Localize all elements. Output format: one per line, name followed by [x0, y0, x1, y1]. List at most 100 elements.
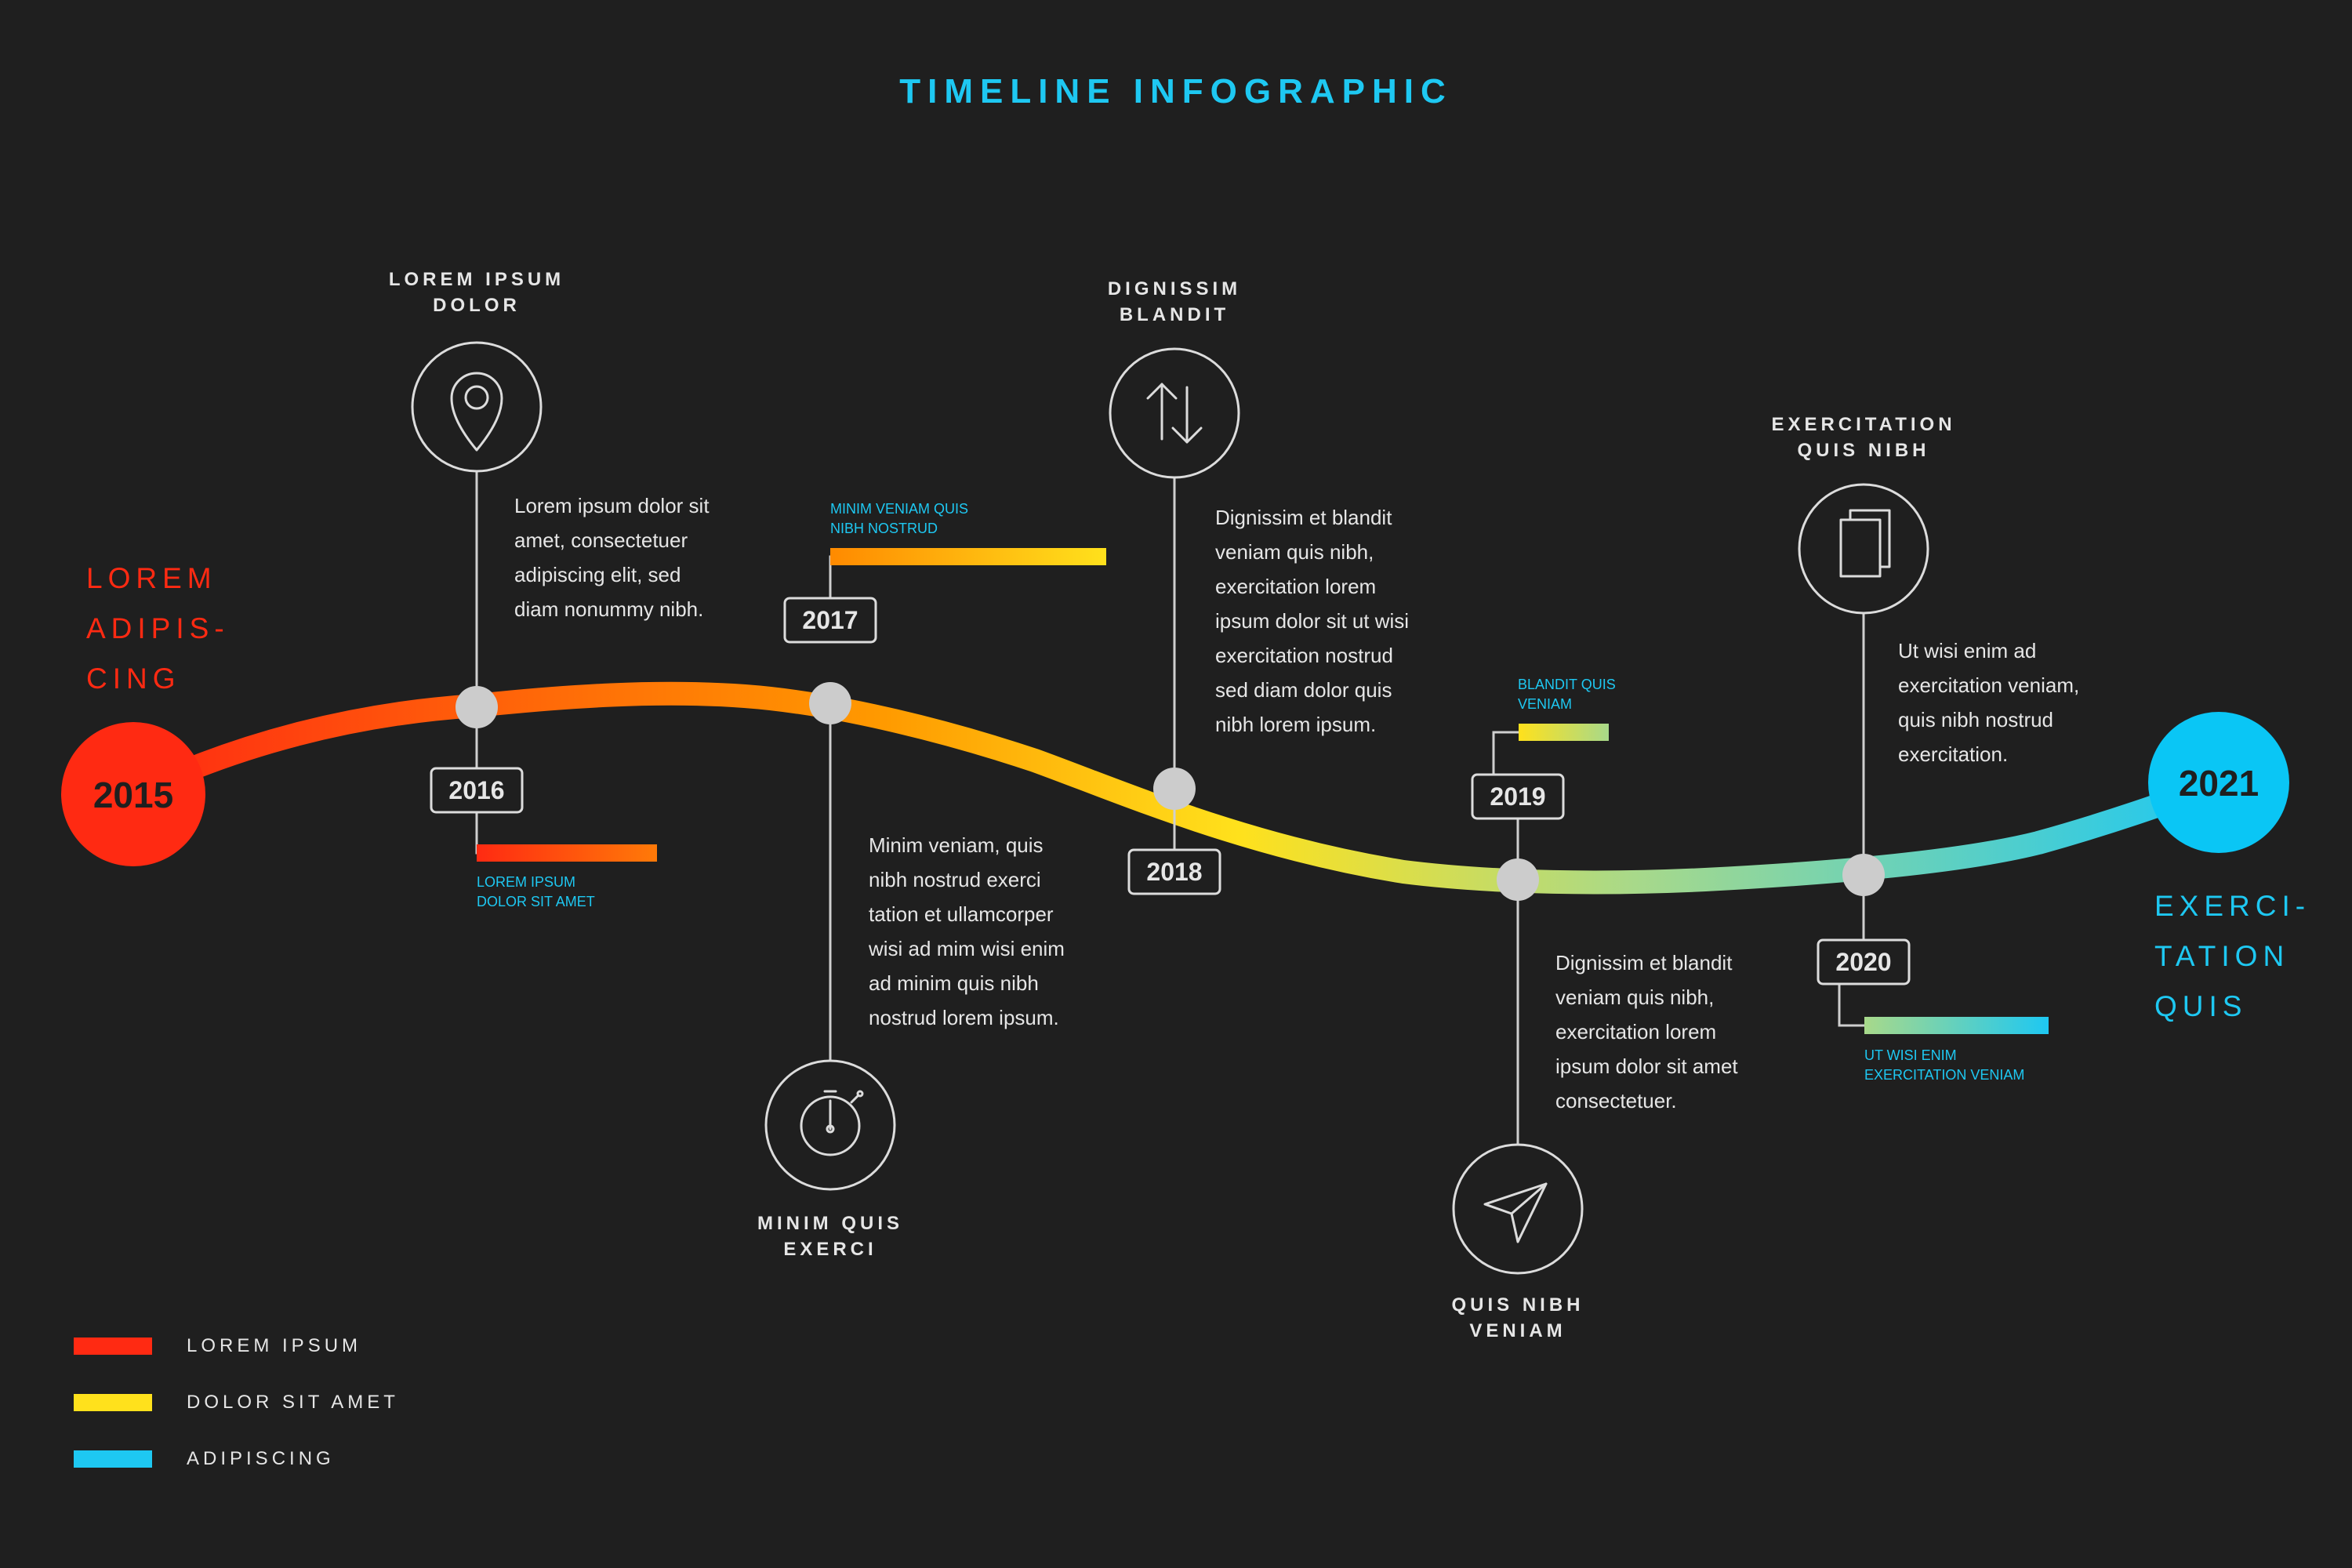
paragraph-line: wisi ad mim wisi enim [869, 937, 1065, 960]
left-side-line: LOREM [86, 562, 217, 594]
label-line: VENIAM [1469, 1320, 1566, 1341]
paragraph-line: diam nonummy nibh. [514, 597, 704, 621]
year-box-2020 [1817, 938, 1911, 985]
caption-line: UT WISI ENIM [1864, 1047, 1957, 1063]
label-line: EXERCITATION [1771, 414, 1956, 435]
node-2020 [1842, 854, 1885, 896]
left-side-line: CING [86, 662, 181, 695]
connector-2020-bar [1838, 983, 1864, 1027]
paragraph-line: exercitation. [1898, 742, 2009, 766]
year-2017: 2017 [802, 606, 858, 634]
node-2019 [1497, 858, 1539, 901]
paragraph-line: exercitation nostrud [1215, 644, 1393, 667]
label-line: LOREM IPSUM [388, 269, 565, 290]
label-line: MINIM QUIS [757, 1213, 903, 1234]
paragraph-line: exercitation lorem [1215, 575, 1377, 598]
icon-circle-2020 [1798, 483, 1929, 615]
node-2018 [1153, 768, 1196, 810]
milestone-label-2017: MINIM QUIS EXERCI [666, 1210, 995, 1262]
paragraph-line: Dignissim et blandit [1215, 506, 1392, 529]
end-circle [2148, 712, 2289, 853]
paragraph-line: consectetuer. [1555, 1089, 1677, 1112]
right-side-line: EXERCI- [2154, 890, 2311, 922]
label-line: BLANDIT [1119, 304, 1230, 325]
node-2017 [809, 682, 851, 724]
paragraph-line: quis nibh nostrud [1898, 708, 2054, 731]
caption-line: VENIAM [1518, 696, 1573, 712]
milestone-paragraph-2016: Lorem ipsum dolor sit amet, consectetuer… [514, 488, 773, 626]
caption-line: MINIM VENIAM QUIS [830, 501, 969, 517]
bar-caption-2016: LOREM IPSUM DOLOR SIT AMET [477, 873, 728, 912]
bar-caption-2020: UT WISI ENIM EXERCITATION VENIAM [1864, 1046, 2115, 1085]
icon-circle-2018 [1109, 347, 1240, 479]
page-title: TIMELINE INFOGRAPHIC [899, 72, 1453, 111]
milestone-label-2018: DIGNISSIM BLANDIT [1010, 276, 1339, 328]
label-line: EXERCI [783, 1239, 877, 1260]
caption-line: LOREM IPSUM [477, 874, 576, 890]
milestone-paragraph-2020: Ut wisi enim ad exercitation veniam, qui… [1898, 633, 2157, 771]
right-side-line: QUIS [2154, 990, 2248, 1022]
connector-2019-bar [1492, 731, 1519, 775]
paragraph-line: ad minim quis nibh [869, 971, 1039, 995]
bar-2019 [1519, 724, 1609, 741]
paragraph-line: tation et ullamcorper [869, 902, 1054, 926]
paragraph-line: Dignissim et blandit [1555, 951, 1733, 975]
node-2016 [456, 686, 498, 728]
paper-plane-icon [1483, 1182, 1548, 1243]
label-line: QUIS NIBH [1797, 440, 1930, 461]
icon-circle-2016 [411, 341, 543, 473]
bar-2017 [830, 548, 1106, 565]
caption-line: DOLOR SIT AMET [477, 894, 595, 909]
caption-line: NIBH NOSTRUD [830, 521, 938, 536]
documents-icon [1839, 509, 1891, 578]
label-line: DOLOR [433, 295, 521, 316]
milestone-label-2019: QUIS NIBH VENIAM [1353, 1292, 1682, 1344]
paragraph-line: Ut wisi enim ad [1898, 639, 2037, 662]
paragraph-line: veniam quis nibh, [1215, 540, 1374, 564]
milestone-label-2020: EXERCITATION QUIS NIBH [1699, 412, 2028, 463]
paragraph-line: ipsum dolor sit amet [1555, 1054, 1738, 1078]
paragraph-line: adipiscing elit, sed [514, 563, 681, 586]
paragraph-line: nibh lorem ipsum. [1215, 713, 1377, 736]
paragraph-line: Lorem ipsum dolor sit [514, 494, 710, 517]
year-2018: 2018 [1146, 858, 1202, 886]
up-down-arrows-icon [1146, 383, 1203, 444]
paragraph-line: amet, consectetuer [514, 528, 688, 552]
left-side-line: ADIPIS- [86, 612, 230, 644]
year-2020: 2020 [1835, 948, 1891, 976]
bar-caption-2019: BLANDIT QUIS VENIAM [1518, 675, 1769, 714]
paragraph-line: ipsum dolor sit ut wisi [1215, 609, 1410, 633]
paragraph-line: sed diam dolor quis [1215, 678, 1392, 702]
year-box-2017 [783, 597, 877, 644]
legend-label: DOLOR SIT AMET [187, 1392, 399, 1413]
label-line: QUIS NIBH [1451, 1294, 1584, 1316]
milestone-paragraph-2019: Dignissim et blandit veniam quis nibh, e… [1555, 946, 1814, 1118]
paragraph-line: veniam quis nibh, [1555, 985, 1715, 1009]
year-box-2019 [1471, 773, 1565, 820]
paragraph-line: Minim veniam, quis [869, 833, 1044, 857]
start-year: 2015 [93, 775, 173, 815]
stopwatch-icon [800, 1090, 864, 1156]
year-2019: 2019 [1490, 782, 1545, 811]
right-side-caption: EXERCI- TATION QUIS [2154, 881, 2310, 1032]
paragraph-line: exercitation veniam, [1898, 673, 2080, 697]
year-box-2016 [430, 767, 524, 814]
caption-line: EXERCITATION VENIAM [1864, 1067, 2025, 1083]
milestone-label-2016: LOREM IPSUM DOLOR [312, 267, 641, 318]
left-side-caption: LOREM ADIPIS- CING [86, 554, 230, 704]
paragraph-line: exercitation lorem [1555, 1020, 1717, 1044]
bar-2020 [1864, 1017, 2049, 1034]
caption-line: BLANDIT QUIS [1518, 677, 1616, 692]
legend-label: LOREM IPSUM [187, 1335, 362, 1356]
legend-swatch [74, 1394, 152, 1411]
end-year: 2021 [2179, 763, 2259, 804]
right-side-line: TATION [2154, 940, 2290, 972]
bar-2016 [477, 844, 657, 862]
bar-caption-2017: MINIM VENIAM QUIS NIBH NOSTRUD [830, 499, 1081, 539]
legend-swatch [74, 1338, 152, 1355]
label-line: DIGNISSIM [1107, 278, 1242, 299]
legend-swatch [74, 1450, 152, 1468]
year-box-2018 [1127, 848, 1221, 895]
start-circle [61, 722, 205, 866]
